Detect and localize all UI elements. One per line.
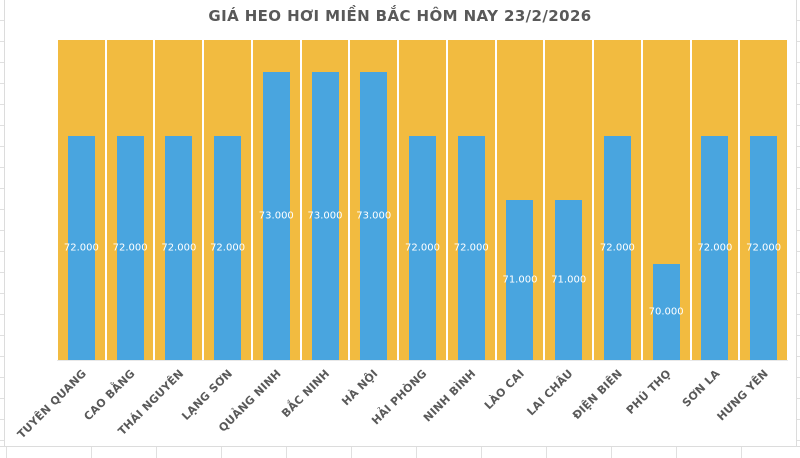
value-bar bbox=[457, 136, 485, 360]
value-bar bbox=[506, 200, 534, 360]
chart-right-border bbox=[796, 0, 797, 446]
x-axis-label: SƠN LA bbox=[679, 367, 723, 410]
spreadsheet-row-gridlines-right bbox=[797, 0, 800, 446]
value-label: 72.000 bbox=[697, 242, 733, 254]
value-bar bbox=[262, 72, 290, 360]
x-axis-label: LÀO CAI bbox=[482, 367, 528, 413]
value-label: 73.000 bbox=[307, 210, 343, 222]
value-bar bbox=[214, 136, 242, 360]
value-label: 71.000 bbox=[551, 274, 587, 286]
x-axis-label: ĐIỆN BIÊN bbox=[569, 367, 625, 423]
value-bar bbox=[311, 72, 339, 360]
chart-bottom-border bbox=[0, 446, 800, 447]
value-bar bbox=[165, 136, 193, 360]
value-bar bbox=[360, 72, 388, 360]
value-label: 71.000 bbox=[502, 274, 538, 286]
chart-title: GIÁ HEO HƠI MIỀN BẮC HÔM NAY 23/2/2026 bbox=[208, 7, 592, 25]
x-axis-label: HÀ NỘI bbox=[339, 367, 381, 409]
value-bar bbox=[555, 200, 583, 360]
x-axis-label: LAI CHÂU bbox=[524, 367, 576, 419]
value-label: 72.000 bbox=[746, 242, 782, 254]
x-axis-label: BẮC NINH bbox=[279, 367, 333, 421]
value-label: 73.000 bbox=[356, 210, 392, 222]
value-bar bbox=[116, 136, 144, 360]
chart-left-border bbox=[4, 0, 5, 446]
value-bar bbox=[409, 136, 436, 360]
value-bar bbox=[701, 136, 729, 360]
x-axis-label: PHÚ THỌ bbox=[623, 367, 674, 417]
value-bar bbox=[750, 136, 778, 360]
value-label: 72.000 bbox=[112, 242, 148, 254]
x-axis-label: HƯNG YÊN bbox=[714, 367, 771, 424]
x-axis-line bbox=[57, 360, 788, 361]
value-label: 72.000 bbox=[453, 242, 489, 254]
spreadsheet-row-gridlines-left bbox=[0, 0, 4, 446]
value-label: 70.000 bbox=[648, 306, 684, 318]
value-label: 73.000 bbox=[258, 210, 294, 222]
value-label: 72.000 bbox=[210, 242, 246, 254]
spreadsheet-column-gridlines-bottom bbox=[0, 447, 800, 458]
value-label: 72.000 bbox=[63, 242, 99, 254]
value-label: 72.000 bbox=[599, 242, 635, 254]
value-bar bbox=[67, 136, 95, 360]
value-label: 72.000 bbox=[161, 242, 197, 254]
value-bar bbox=[652, 264, 680, 360]
value-bar bbox=[603, 136, 631, 360]
value-label: 72.000 bbox=[405, 242, 440, 254]
x-axis-label: TUYÊN QUANG bbox=[14, 367, 89, 442]
